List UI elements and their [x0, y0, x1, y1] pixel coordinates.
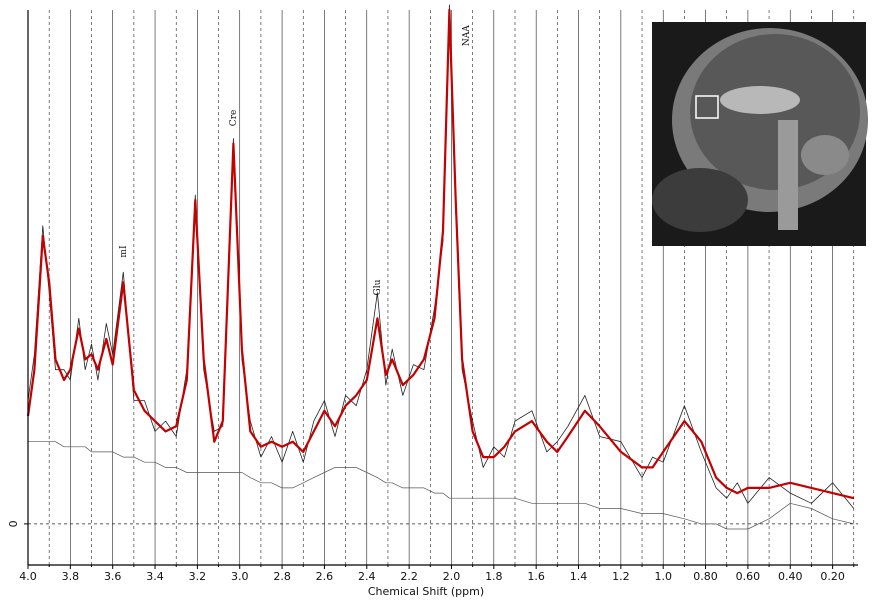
x-tick-label: 3.8: [62, 570, 80, 583]
plot-area: [26, 4, 855, 530]
x-tick-label: 3.4: [146, 570, 164, 583]
x-tick-label: 2.8: [273, 570, 291, 583]
inset-voxel: [695, 95, 719, 119]
x-axis-label: Chemical Shift (ppm): [368, 585, 484, 598]
x-tick-label: 0.20: [820, 570, 845, 583]
x-tick-label: 0.60: [736, 570, 761, 583]
inset-cerebellum: [801, 135, 849, 175]
peak-label: mI: [119, 245, 129, 258]
inset-brainstem: [778, 120, 798, 230]
grid: [27, 10, 858, 565]
x-tick-label: 2.4: [358, 570, 376, 583]
x-tick-label: 1.8: [485, 570, 503, 583]
x-tick-label: 1.2: [612, 570, 630, 583]
x-tick-label: 3.6: [104, 570, 122, 583]
peak-label: NAA: [462, 25, 472, 46]
x-tick-label: 2.6: [316, 570, 334, 583]
x-tick-label: 2.2: [400, 570, 418, 583]
inset-corpus: [720, 86, 800, 114]
peak-label: Glu: [373, 279, 383, 295]
x-tick-label: 1.0: [654, 570, 672, 583]
x-tick-label: 3.0: [231, 570, 249, 583]
inset-face: [652, 168, 748, 232]
mri-inset: [652, 22, 868, 246]
x-tick-label: 1.6: [527, 570, 545, 583]
x-tick-label: 4.0: [19, 570, 37, 583]
series-line: [26, 8, 855, 500]
x-tick-label: 1.4: [570, 570, 588, 583]
series-line: [27, 4, 855, 509]
series-line: [28, 441, 854, 530]
x-tick-label: 0.40: [778, 570, 803, 583]
x-tick-label: 0.80: [693, 570, 718, 583]
peak-label: Cre: [229, 110, 239, 127]
x-tick-label: 2.0: [443, 570, 461, 583]
y-tick-label: 0: [7, 520, 20, 527]
x-tick-label: 3.2: [189, 570, 207, 583]
